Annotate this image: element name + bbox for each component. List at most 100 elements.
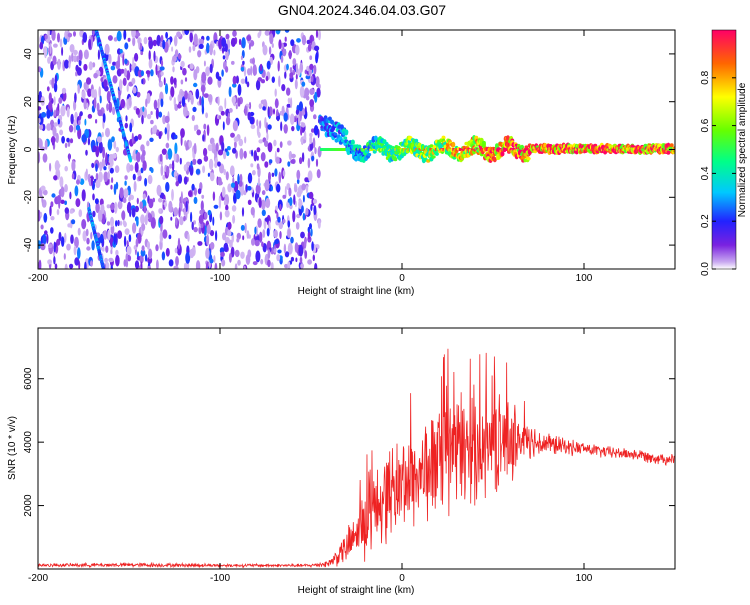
spectrogram-cell — [108, 164, 111, 170]
spectrogram-cell — [144, 177, 148, 187]
spectrogram-cell — [160, 71, 164, 77]
spectrogram-cell — [38, 259, 42, 269]
spectrogram-cell — [264, 161, 269, 168]
spectrogram-cell — [171, 46, 174, 52]
spectrogram-cell — [82, 32, 88, 43]
spectrogram-cell — [235, 104, 238, 110]
spectrogram-cell — [127, 255, 132, 262]
spectrogram-cell — [75, 198, 81, 208]
snr-series-line — [38, 348, 675, 569]
spectrogram-cell — [267, 124, 272, 130]
spectrogram-cell — [301, 205, 304, 213]
spectrogram-cell — [102, 113, 106, 123]
spectrogram-cell — [289, 67, 293, 73]
spectrogram-cell — [42, 153, 48, 163]
spectrogram-cell — [209, 43, 214, 56]
colorbar-tick-label: 0.8 — [700, 70, 711, 84]
spectrogram-cell — [226, 151, 230, 157]
spectrogram-cell — [228, 252, 232, 263]
spectrogram-cell — [225, 171, 229, 181]
spectrogram-cell — [293, 194, 296, 205]
spectrogram-cell — [115, 249, 119, 256]
spectrogram-cell — [84, 118, 87, 126]
spectrogram-cell — [251, 187, 254, 193]
spectrogram-cell — [283, 112, 288, 122]
spectrogram-cell — [52, 55, 57, 66]
spectrogram-cell — [287, 228, 291, 238]
spectrogram-cell — [367, 152, 372, 157]
spectrogram-cell — [300, 136, 304, 145]
spectrogram-cell — [307, 230, 311, 240]
spectrogram-cell — [117, 230, 123, 240]
spectrogram-cell — [173, 77, 177, 86]
spectrogram-cell — [126, 162, 131, 173]
spectrogram-cell — [125, 115, 128, 122]
spectrogram-cell — [110, 203, 115, 211]
colorbar-frame — [711, 29, 737, 270]
spectrogram-cell — [268, 171, 271, 182]
spectrogram-cell — [111, 177, 114, 184]
spectrogram-cell — [170, 216, 173, 221]
spectrogram-cell — [147, 212, 151, 220]
spectrogram-cell — [316, 87, 321, 98]
spectrogram-cell — [77, 227, 81, 236]
spectrogram-cell — [87, 137, 91, 146]
spectrogram-cell — [102, 230, 108, 240]
spectrogram-cell — [264, 140, 269, 147]
spectrogram-cell — [106, 221, 111, 226]
spectrogram-cell — [42, 189, 48, 196]
spectrogram-cell — [267, 142, 273, 153]
spectrogram-cell — [232, 120, 238, 132]
spectrogram-cell — [48, 92, 52, 102]
spectrogram-cell — [164, 127, 167, 135]
spectrogram-cell — [343, 148, 345, 151]
spectrogram-cell — [76, 67, 82, 76]
spectrogram-cell — [286, 87, 291, 96]
spectrogram-cell — [303, 130, 307, 140]
spectrogram-cell — [309, 135, 313, 145]
spectrogram-cell — [207, 209, 212, 216]
spectrogram-cell — [223, 242, 229, 252]
spectrogram-cell — [132, 56, 135, 68]
spectrogram-cell — [132, 86, 137, 94]
spectrogram-cell — [244, 136, 247, 144]
spectrogram-cell — [258, 139, 264, 144]
spectrogram-cell — [110, 265, 113, 269]
spectrogram-cell — [274, 88, 277, 97]
spectrogram-cell — [376, 148, 379, 151]
spectrogram-cell — [305, 184, 309, 194]
spectrogram-cell — [218, 115, 222, 120]
spectrogram-cell — [205, 112, 209, 119]
spectrogram-x-ticks: -200 -100 0 100 — [28, 30, 593, 284]
spectrogram-cell — [201, 71, 207, 84]
spectrogram-cell — [273, 108, 275, 115]
spectrogram-cell — [141, 78, 144, 85]
spectrogram-cell — [50, 216, 55, 221]
spectrogram-cell — [240, 251, 245, 259]
spectrogram-cell — [225, 66, 229, 73]
spectrogram-cell — [175, 256, 179, 267]
spectrogram-cell — [244, 222, 247, 234]
spectrogram-cell — [170, 86, 175, 98]
spectrogram-cell — [131, 207, 136, 218]
spectrogram-cell — [336, 148, 338, 151]
spectrogram-cell — [160, 34, 164, 43]
spectrogram-cell — [123, 188, 129, 199]
spectrogram-cell — [322, 148, 324, 151]
spectrogram-cell — [61, 46, 64, 57]
spectrogram-cell — [260, 99, 266, 105]
spectrogram-cell — [124, 175, 128, 180]
spectrogram-cell — [500, 151, 505, 157]
spectrogram-cell — [177, 237, 181, 250]
spectrogram-cell — [312, 198, 318, 204]
spectrogram-cell — [117, 200, 123, 210]
spectrogram-cell — [495, 143, 499, 149]
spectrogram-cell — [105, 152, 108, 164]
spectrogram-cell — [108, 101, 113, 113]
spectrogram-cell — [270, 262, 274, 269]
spectrogram-cell — [140, 214, 145, 225]
y-tick-label: 20 — [23, 96, 34, 108]
spectrogram-cell — [167, 148, 173, 160]
spectrogram-cell — [190, 211, 193, 223]
spectrogram-cell — [271, 172, 275, 177]
